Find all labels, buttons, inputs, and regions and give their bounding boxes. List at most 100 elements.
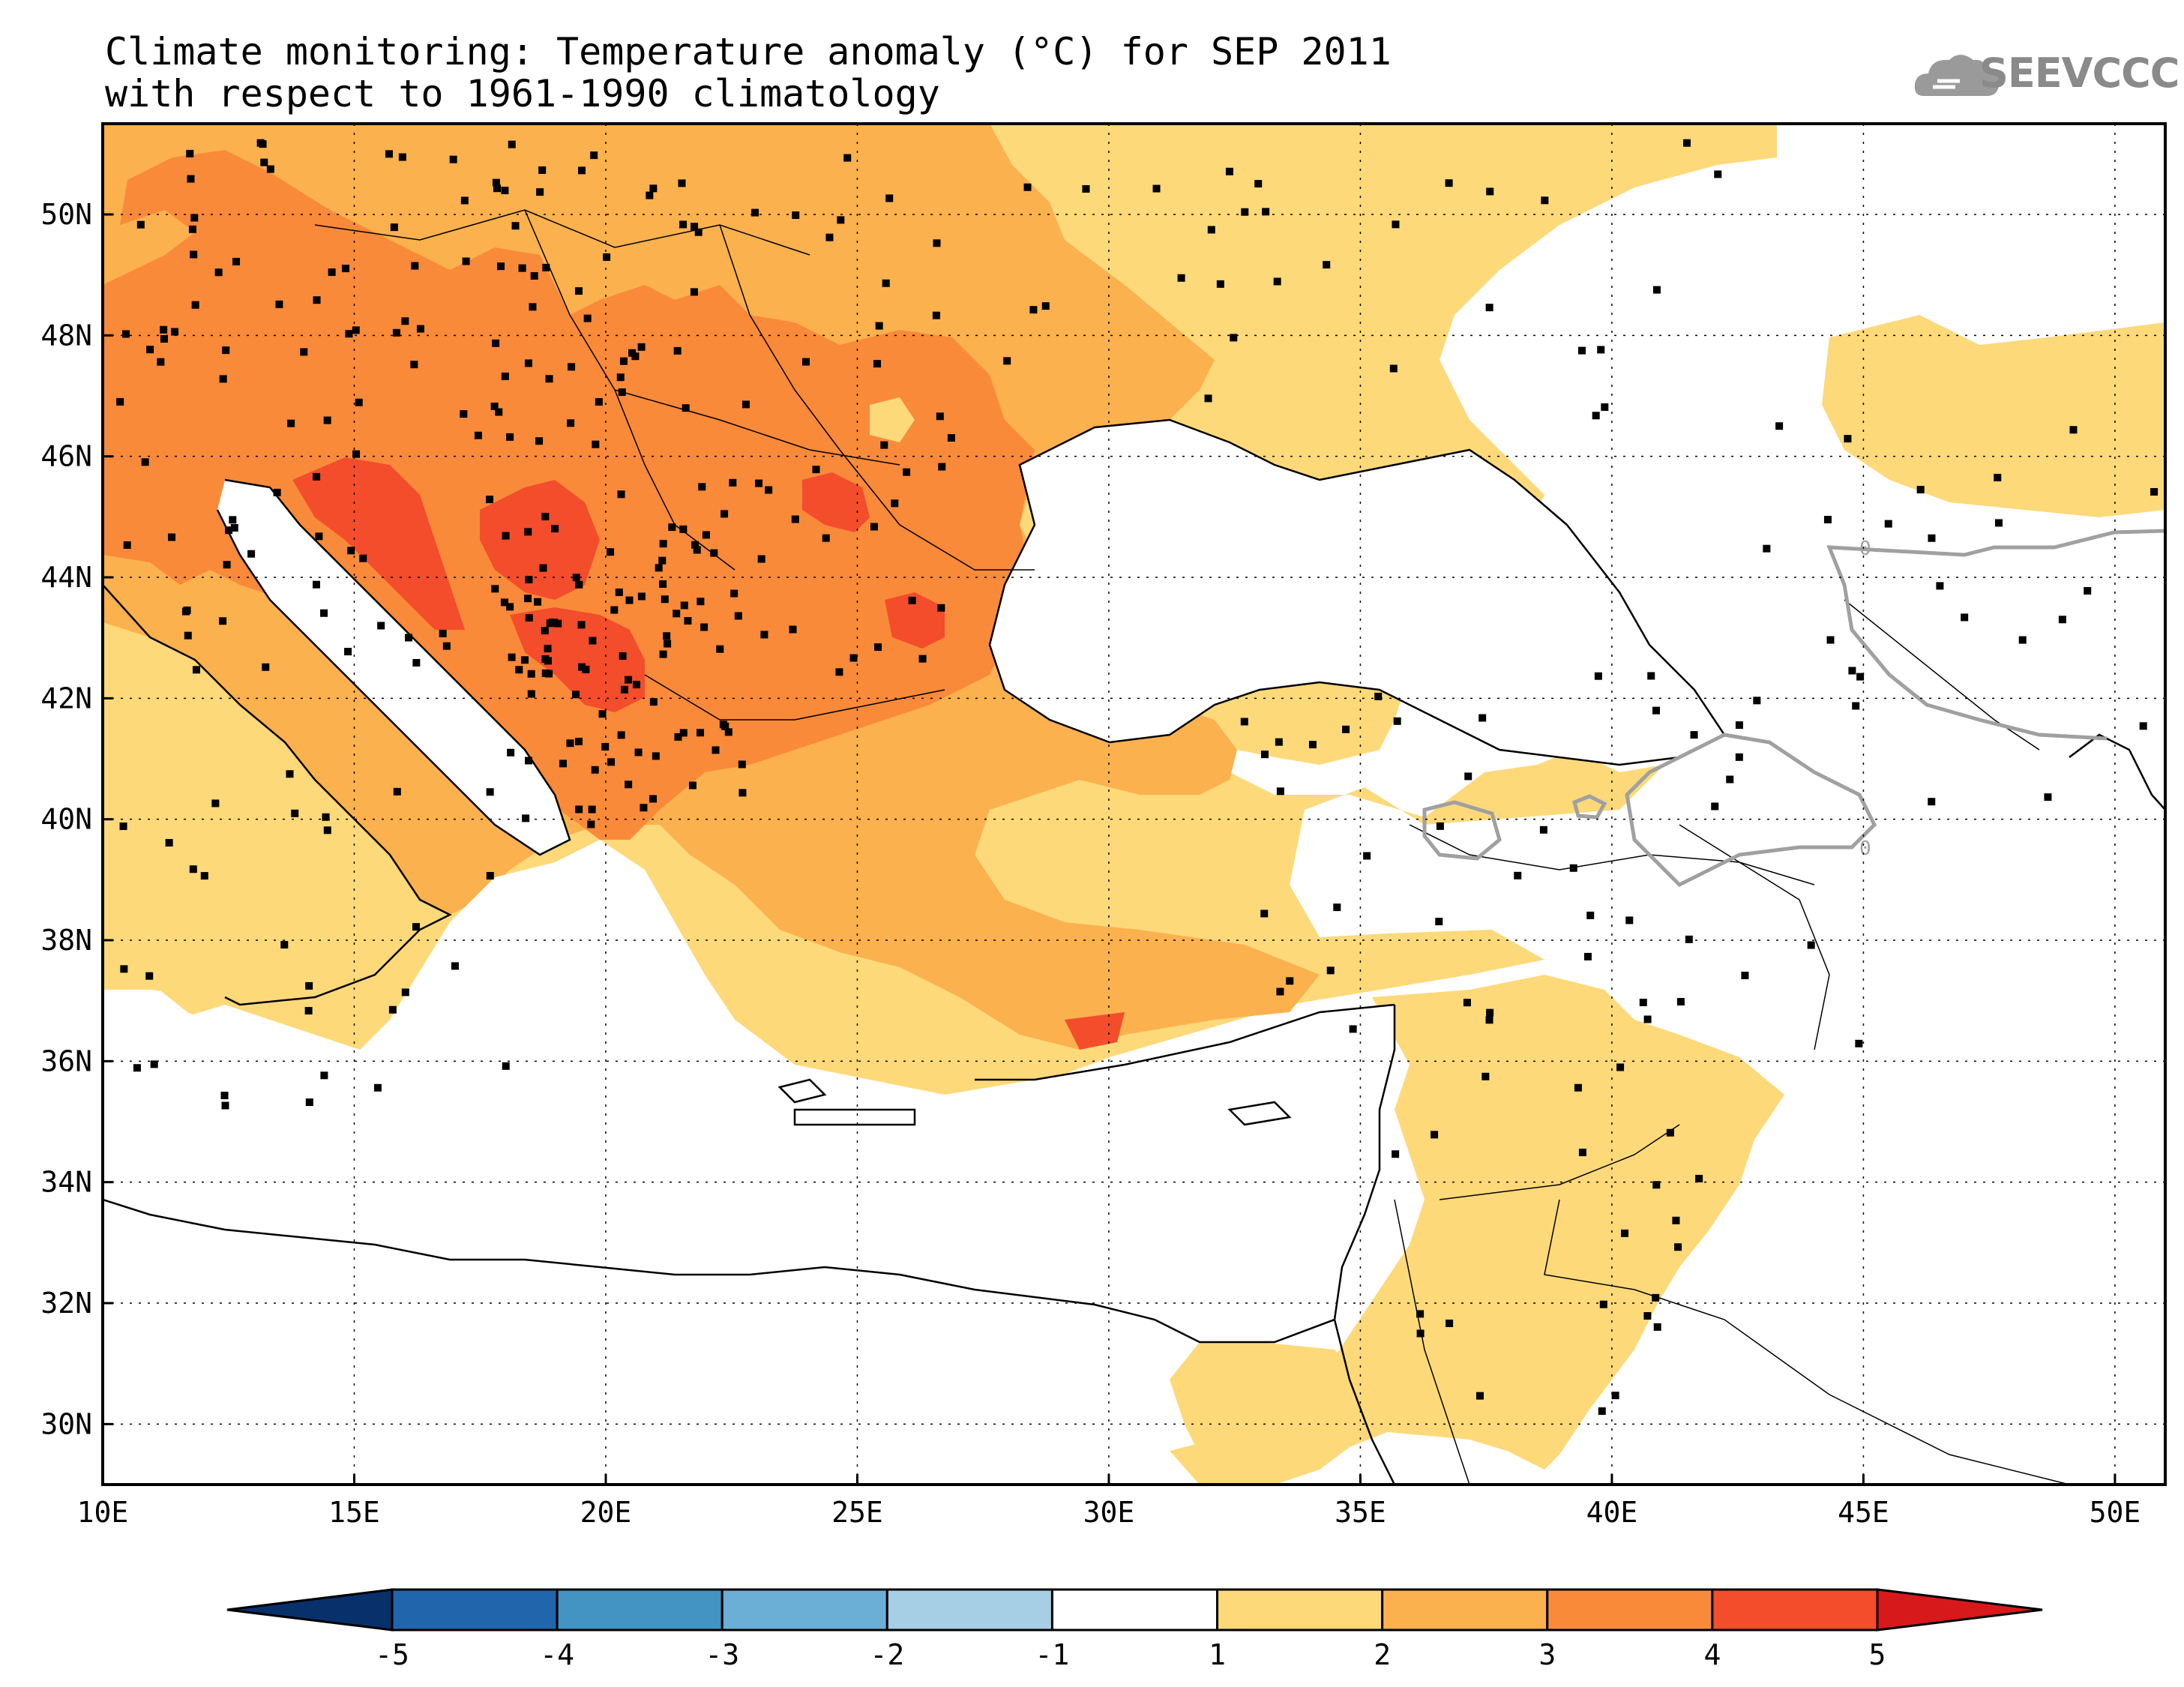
station-marker	[1326, 966, 1335, 975]
station-marker	[659, 540, 667, 548]
station-marker	[1374, 692, 1383, 700]
station-marker	[262, 663, 270, 671]
station-marker	[492, 178, 500, 187]
station-marker	[1936, 582, 1944, 590]
station-marker	[1514, 871, 1522, 879]
station-marker	[812, 466, 820, 474]
station-marker	[412, 923, 421, 931]
station-marker	[1682, 139, 1691, 147]
station-marker	[320, 609, 328, 617]
station-marker	[1177, 274, 1185, 282]
station-marker	[1463, 999, 1471, 1007]
map-frame	[101, 122, 2167, 1486]
station-marker	[738, 760, 746, 769]
station-marker	[165, 838, 173, 846]
station-marker	[691, 541, 700, 549]
station-marker	[1574, 1083, 1582, 1092]
seevccc-logo-text: SEEVCCC	[1979, 49, 2180, 97]
y-axis: 50N 48N 46N 44N 42N 40N 38N 36N 34N 32N 30N	[40, 198, 113, 1440]
caspian-sea	[2069, 735, 2165, 915]
station-marker	[501, 187, 509, 195]
station-marker	[157, 358, 165, 366]
station-marker	[411, 262, 419, 270]
station-marker	[352, 450, 361, 458]
station-marker	[160, 335, 168, 343]
station-marker	[649, 184, 658, 193]
station-marker	[507, 748, 515, 757]
station-marker	[1273, 277, 1281, 286]
station-marker	[1598, 1407, 1606, 1416]
station-marker	[225, 526, 233, 535]
station-marker	[359, 554, 367, 562]
station-marker	[1735, 721, 1743, 730]
station-marker	[323, 416, 331, 424]
station-marker	[1436, 822, 1444, 830]
station-marker	[525, 576, 533, 584]
x-tick-label: 20E	[580, 1496, 632, 1529]
x-tick-label: 35E	[1335, 1496, 1386, 1529]
station-marker	[492, 339, 500, 347]
station-marker	[398, 153, 406, 161]
colorbar-label: 1	[1209, 1638, 1226, 1671]
station-marker	[679, 525, 688, 533]
contour-label-1: 0	[1859, 538, 1871, 560]
station-marker	[1225, 167, 1233, 175]
station-marker	[792, 211, 800, 220]
colorbar-segment	[721, 1588, 888, 1632]
station-marker	[501, 372, 509, 380]
anomaly-region-1-2-egypt	[1170, 1342, 1365, 1485]
station-marker	[583, 314, 592, 322]
station-marker	[835, 668, 843, 676]
station-marker	[525, 613, 533, 622]
colorbar-label: -2	[870, 1638, 904, 1671]
station-marker	[617, 490, 625, 499]
station-marker	[874, 643, 882, 652]
station-marker	[521, 656, 529, 664]
black-sea	[990, 420, 1724, 765]
station-marker	[932, 311, 940, 319]
map-title-line-2: with respect to 1961-1990 climatology	[105, 72, 940, 115]
station-marker	[222, 346, 230, 355]
station-marker	[590, 151, 598, 160]
station-marker	[530, 271, 538, 280]
station-marker	[545, 375, 553, 383]
station-marker	[524, 528, 532, 536]
x-tick-label: 25E	[831, 1496, 883, 1529]
station-marker	[673, 346, 682, 355]
station-marker	[416, 325, 424, 333]
station-marker	[572, 574, 580, 582]
y-tick-label: 34N	[40, 1166, 92, 1199]
station-marker	[663, 632, 671, 640]
station-marker	[637, 592, 646, 601]
anomaly-fields	[103, 124, 2165, 1485]
station-marker	[405, 634, 413, 642]
colorbar-segment	[391, 1588, 559, 1632]
station-marker	[668, 523, 676, 532]
italy-coast	[103, 584, 452, 1006]
station-marker	[534, 598, 542, 606]
station-marker	[412, 658, 421, 667]
station-marker	[554, 619, 562, 628]
station-marker	[903, 468, 911, 476]
station-marker	[136, 220, 145, 229]
station-marker	[607, 758, 616, 766]
station-marker	[146, 346, 154, 354]
station-marker	[190, 214, 199, 222]
station-marker	[1616, 1063, 1625, 1071]
gridlines	[103, 124, 2165, 1485]
station-marker	[625, 596, 634, 604]
station-marker	[191, 301, 199, 309]
station-marker	[286, 770, 294, 778]
station-marker	[697, 598, 705, 606]
station-marker	[2069, 426, 2078, 434]
station-marker	[710, 549, 718, 557]
station-marker	[691, 223, 699, 231]
station-marker	[1928, 798, 1936, 806]
station-marker	[1652, 286, 1661, 294]
station-marker	[313, 580, 321, 589]
station-marker	[2084, 586, 2092, 595]
station-marker	[525, 757, 533, 765]
station-marker	[1594, 672, 1602, 680]
station-marker	[875, 322, 883, 330]
station-marker	[1445, 179, 1453, 187]
